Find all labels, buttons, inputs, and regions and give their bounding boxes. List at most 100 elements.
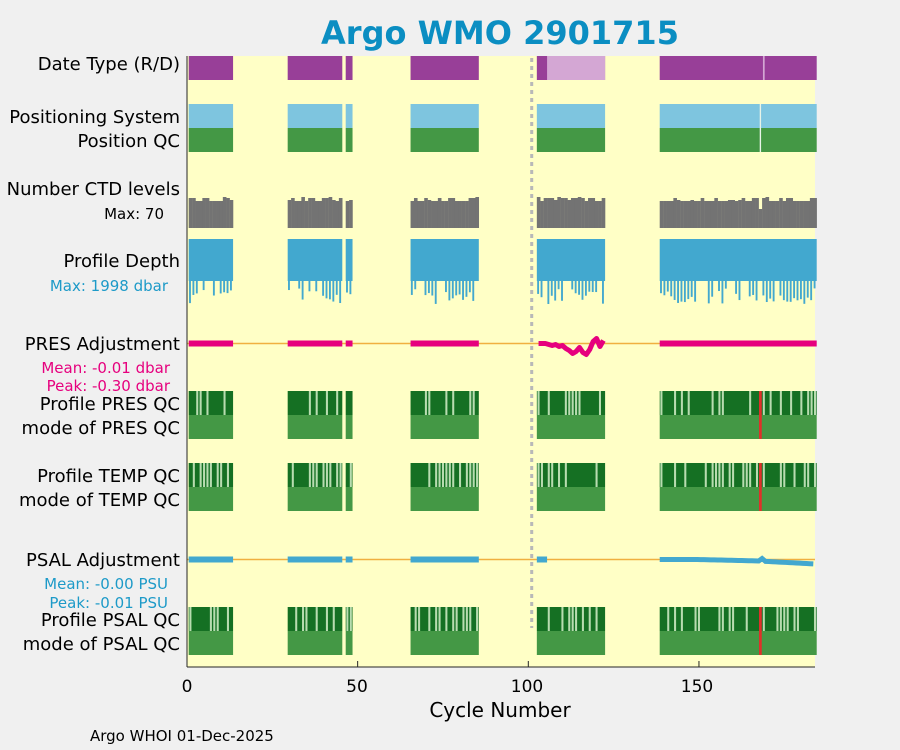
profile-depth-tick-cycle-13 <box>230 281 232 291</box>
ctd-levels-bar-cycle-73 <box>434 201 439 228</box>
profile-depth-tick-cycle-170 <box>765 281 768 303</box>
profile_psal_qc-light-cycle-179 <box>796 607 799 631</box>
position-qc-bar-segment-0 <box>188 128 234 152</box>
profile_temp_qc-bar-segment-1 <box>287 463 343 487</box>
profile_pres_qc-light-cycle-112 <box>568 391 571 415</box>
pres-adjustment-mean: Mean: -0.01 dbar <box>41 359 171 377</box>
profile_temp_qc-light-cycle-143 <box>674 463 677 487</box>
ctd-levels-bar-cycle-11 <box>222 197 227 228</box>
ctd-levels-bar-cycle-68 <box>417 201 421 228</box>
profile_psal_qc-light-cycle-34 <box>302 607 305 631</box>
ctd-levels-bar-cycle-141 <box>666 201 671 228</box>
profile-depth-body-segment-3 <box>410 239 479 281</box>
row-label-mode-temp-qc: mode of TEMP QC <box>19 490 180 511</box>
mode_temp_qc-bar-segment-4 <box>536 487 606 511</box>
ctd-levels-bar-cycle-166 <box>751 198 756 228</box>
profile-depth-tick-cycle-72 <box>431 281 434 296</box>
profile_pres_qc-flag-0 <box>759 391 762 415</box>
profile_pres_qc-bar-segment-5 <box>659 391 817 415</box>
positioning-system-bar-segment-5 <box>659 104 817 128</box>
ctd-levels-bar-cycle-144 <box>676 200 681 228</box>
profile-depth-tick-cycle-117 <box>584 281 587 296</box>
plot-area-background <box>187 56 815 667</box>
row-label-ctd-levels: Number CTD levels <box>7 179 180 200</box>
profile_temp_qc-light-cycle-74 <box>438 463 441 487</box>
profile-depth-tick-cycle-11 <box>223 281 226 293</box>
profile-depth-tick-cycle-182 <box>806 281 809 298</box>
positioning-system-bar-segment-4 <box>536 104 606 128</box>
profile_pres_qc-light-cycle-182 <box>807 391 810 415</box>
ctd-levels-bar-cycle-146 <box>683 201 688 228</box>
profile-depth-tick-cycle-8 <box>212 281 215 296</box>
mode_temp_qc-bar-segment-0 <box>188 487 234 511</box>
credit-text: Argo WHOI 01-Dec-2025 <box>90 727 274 745</box>
profile-depth-tick-cycle-10 <box>219 281 222 294</box>
ctd-levels-bar-cycle-78 <box>451 198 456 228</box>
ctd-levels-bar-cycle-10 <box>219 201 224 228</box>
mode_pres_qc-flag-0 <box>759 415 762 439</box>
row-label-profile-psal-qc: Profile PSAL QC <box>41 610 180 631</box>
axes-frame-layer <box>186 56 815 668</box>
ctd-levels-bar-cycle-165 <box>748 201 753 228</box>
ctd-levels-bar-cycle-152 <box>704 201 708 228</box>
profile_psal_qc-bar-segment-4 <box>536 607 606 631</box>
profile-depth-tick-cycle-172 <box>772 281 775 302</box>
profile_pres_qc-light-cycle-157 <box>721 391 724 415</box>
position-qc-bar-segment-2 <box>345 128 353 152</box>
profile_pres_qc-light-cycle-83 <box>469 391 472 415</box>
ctd-levels-bar-cycle-66 <box>410 201 415 228</box>
profile_temp_qc-light-cycle-182 <box>807 463 810 487</box>
profile_temp_qc-light-cycle-42 <box>329 463 332 487</box>
profile_psal_qc-light-cycle-82 <box>465 607 468 631</box>
profile-depth-tick-cycle-103 <box>537 281 540 294</box>
mode_temp_qc-bar-segment-2 <box>345 487 353 511</box>
profile_psal_qc-light-cycle-48 <box>349 607 352 631</box>
profile_temp_qc-light-cycle-45 <box>339 463 342 487</box>
mode_pres_qc-bar-segment-4 <box>536 415 606 439</box>
ctd-levels-bar-cycle-105 <box>543 198 548 228</box>
profile-depth-tick-cycle-183 <box>810 281 813 301</box>
mode_pres_qc-bar-segment-0 <box>188 415 234 439</box>
x-axis-label: Cycle Number <box>429 698 571 722</box>
profile-depth-tick-cycle-176 <box>786 281 789 302</box>
ctd-levels-bar-cycle-162 <box>738 200 742 228</box>
profile-depth-tick-cycle-179 <box>796 281 799 301</box>
profile_psal_qc-light-cycle-175 <box>783 607 786 631</box>
profile_temp_qc-bar-segment-4 <box>536 463 606 487</box>
ctd-levels-bar-cycle-74 <box>437 198 442 228</box>
profile_psal_qc-light-cycle-141 <box>667 607 670 631</box>
profile_pres_qc-light-cycle-183 <box>810 391 813 415</box>
ctd-levels-bar-cycle-184 <box>813 198 817 228</box>
ctd-levels-bar-cycle-2 <box>192 198 196 228</box>
ctd-levels-bar-cycle-178 <box>792 201 797 228</box>
row-label-profile-pres-qc: Profile PRES QC <box>40 394 180 415</box>
profile_temp_qc-light-cycle-175 <box>783 463 786 487</box>
profile-depth-tick-cycle-139 <box>660 281 662 294</box>
profile-depth-tick-cycle-180 <box>799 281 802 300</box>
profile-depth-tick-cycle-148 <box>690 281 693 297</box>
ctd-levels-bar-cycle-1 <box>188 198 193 228</box>
mode_temp_qc-bar-segment-1 <box>287 487 343 511</box>
data-type-bar-segment-0 <box>188 56 234 80</box>
position-gap-0 <box>759 104 762 152</box>
profile_psal_qc-light-cycle-118 <box>588 607 591 631</box>
row-label-psal-adjustment: PSAL Adjustment <box>26 550 180 571</box>
profile_temp_qc-light-cycle-106 <box>547 463 550 487</box>
ctd-levels-max: Max: 70 <box>104 205 164 223</box>
profile-depth-tick-cycle-110 <box>561 281 563 301</box>
profile_temp_qc-light-cycle-75 <box>441 463 445 487</box>
profile_pres_qc-light-cycle-115 <box>578 391 581 415</box>
profile_pres_qc-light-cycle-174 <box>779 391 782 415</box>
data-type-bar-segment-2 <box>345 56 353 80</box>
profile_pres_qc-light-cycle-114 <box>575 391 578 415</box>
profile-depth-tick-cycle-143 <box>673 281 676 300</box>
profile-depth-tick-cycle-81 <box>462 281 464 300</box>
ctd-levels-bar-cycle-180 <box>799 201 804 228</box>
profile_temp_qc-light-cycle-169 <box>762 463 765 487</box>
profile_psal_qc-light-cycle-85 <box>476 607 479 631</box>
profile-depth-tick-cycle-106 <box>547 281 550 304</box>
profile-depth-tick-cycle-66 <box>410 281 413 295</box>
ctd-levels-bar-cycle-157 <box>721 201 725 228</box>
profile-depth-tick-cycle-2 <box>192 281 195 295</box>
row-label-mode-psal-qc: mode of PSAL QC <box>23 634 180 655</box>
